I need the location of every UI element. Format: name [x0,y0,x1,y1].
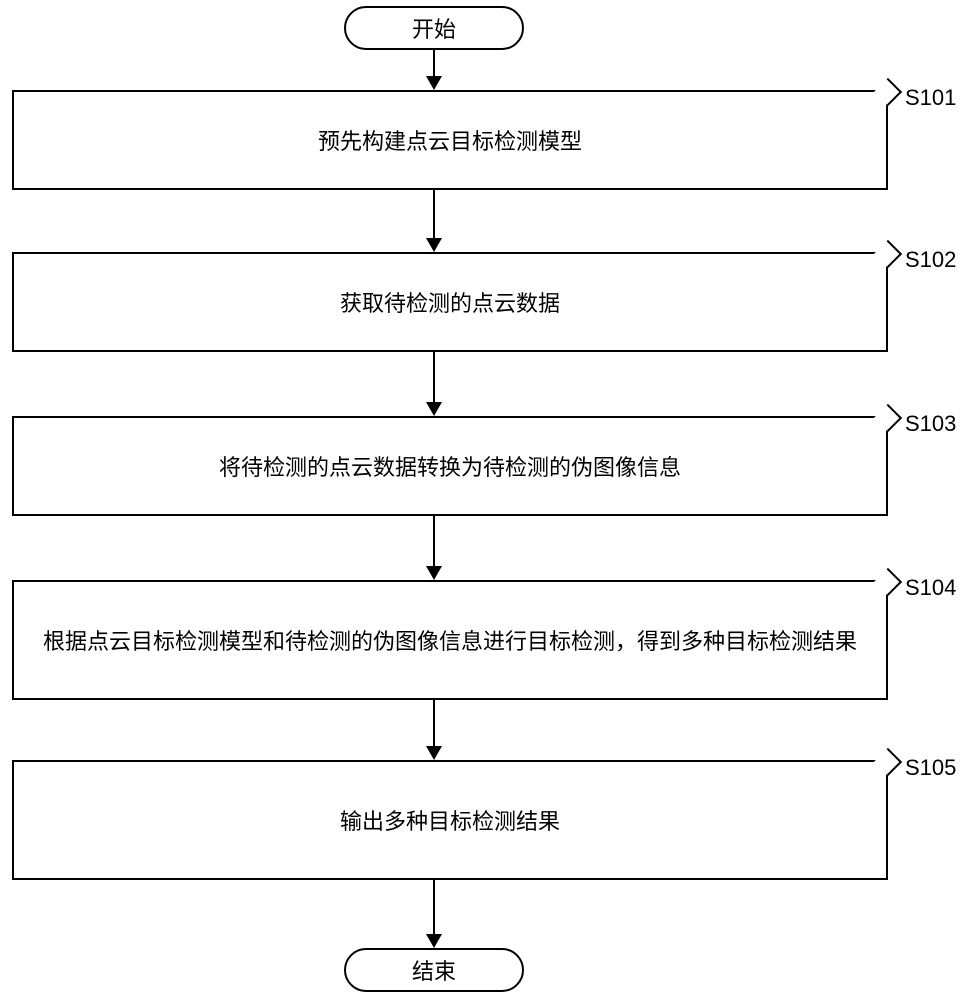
flowchart-container: 开始 预先构建点云目标检测模型 S101 获取待检测的点云数据 S102 将待检… [0,0,961,1000]
process-s104-label: 根据点云目标检测模型和待检测的伪图像信息进行目标检测，得到多种目标检测结果 [43,624,857,656]
process-s104: 根据点云目标检测模型和待检测的伪图像信息进行目标检测，得到多种目标检测结果 [12,580,888,700]
step-label-s103: S103 [905,411,956,437]
process-s103: 将待检测的点云数据转换为待检测的伪图像信息 [12,416,888,516]
process-s102: 获取待检测的点云数据 [12,252,888,352]
arrow-s101-s102 [433,190,435,250]
step-label-s101: S101 [905,85,956,111]
process-s101-label: 预先构建点云目标检测模型 [318,124,582,156]
step-label-s105: S105 [905,755,956,781]
step-label-s102: S102 [905,247,956,273]
terminal-end: 结束 [344,948,524,992]
terminal-start: 开始 [344,6,524,50]
arrow-s104-s105 [433,700,435,758]
step-label-s104: S104 [905,575,956,601]
process-s101: 预先构建点云目标检测模型 [12,90,888,190]
terminal-end-label: 结束 [412,954,456,986]
arrow-s105-end [433,880,435,946]
terminal-start-label: 开始 [412,12,456,44]
arrow-s103-s104 [433,516,435,578]
process-s102-label: 获取待检测的点云数据 [340,286,560,318]
process-s105: 输出多种目标检测结果 [12,760,888,880]
process-s103-label: 将待检测的点云数据转换为待检测的伪图像信息 [219,450,681,482]
process-s105-label: 输出多种目标检测结果 [340,804,560,836]
arrow-start-s101 [433,50,435,88]
arrow-s102-s103 [433,352,435,414]
